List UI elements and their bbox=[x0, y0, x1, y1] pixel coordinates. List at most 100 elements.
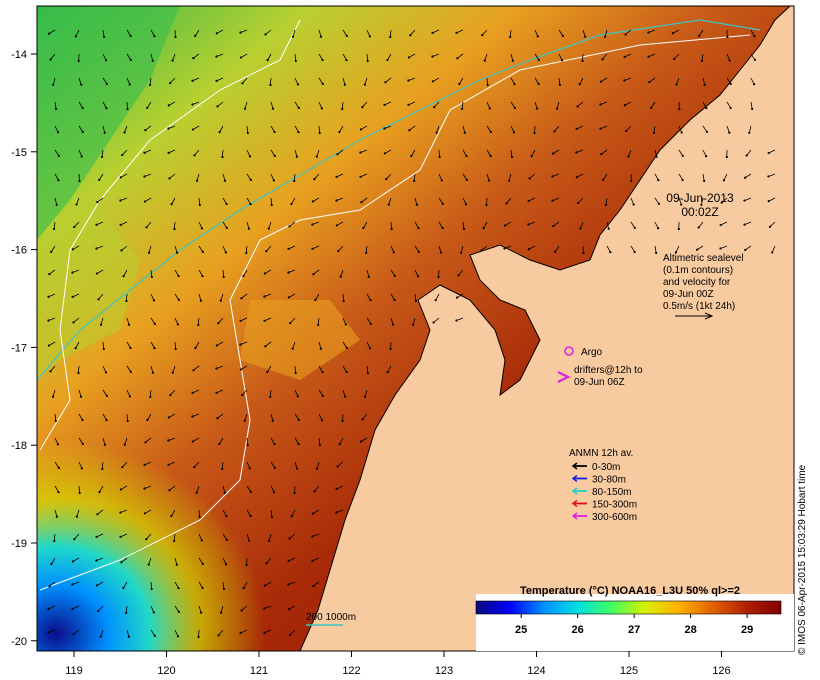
velocity-arrow bbox=[648, 53, 656, 58]
velocity-arrow bbox=[192, 437, 200, 442]
velocity-arrow bbox=[270, 461, 276, 469]
velocity-arrow bbox=[54, 101, 57, 109]
velocity-arrow bbox=[341, 101, 344, 110]
velocity-arrow-head bbox=[52, 83, 55, 86]
velocity-arrow-head bbox=[408, 129, 411, 132]
argo-label: Argo bbox=[581, 347, 603, 358]
land-kimberley bbox=[299, 5, 795, 652]
velocity-arrow-head bbox=[191, 79, 194, 82]
altimetry-line-3: and velocity for bbox=[663, 277, 731, 288]
velocity-arrow bbox=[171, 509, 176, 517]
velocity-arrow-head bbox=[198, 203, 201, 207]
velocity-arrow-head bbox=[558, 83, 562, 87]
velocity-arrow-head bbox=[584, 35, 587, 38]
velocity-arrow bbox=[48, 29, 56, 35]
velocity-arrow-head bbox=[77, 371, 80, 375]
velocity-arrow-head bbox=[99, 635, 102, 638]
velocity-arrow bbox=[624, 53, 632, 58]
velocity-arrow bbox=[170, 389, 176, 396]
velocity-arrow bbox=[726, 101, 731, 109]
velocity-arrow bbox=[312, 197, 320, 202]
velocity-arrow bbox=[270, 149, 276, 157]
velocity-arrow-head bbox=[215, 344, 219, 347]
velocity-arrow bbox=[289, 221, 296, 227]
velocity-arrow-head bbox=[705, 155, 708, 158]
velocity-arrow bbox=[102, 413, 107, 421]
velocity-arrow-head bbox=[123, 443, 126, 446]
velocity-arrow bbox=[364, 77, 368, 85]
velocity-arrow bbox=[768, 149, 776, 154]
velocity-arrow bbox=[198, 293, 202, 301]
velocity-arrow bbox=[726, 77, 732, 85]
arrow-right-icon bbox=[675, 312, 714, 320]
velocity-arrow-head bbox=[392, 323, 395, 326]
velocity-arrow-head bbox=[729, 82, 732, 85]
velocity-arrow bbox=[198, 557, 204, 565]
velocity-arrow-head bbox=[363, 395, 367, 398]
velocity-arrow bbox=[194, 149, 200, 156]
velocity-arrow-head bbox=[150, 275, 153, 279]
velocity-arrow bbox=[73, 629, 80, 635]
anmn-item: 30-80m bbox=[571, 475, 626, 486]
velocity-arrow bbox=[125, 605, 128, 613]
velocity-arrow bbox=[198, 221, 203, 229]
velocity-arrow bbox=[360, 125, 368, 130]
velocity-arrow-head bbox=[753, 35, 756, 38]
lat-tick-label: -19 bbox=[11, 538, 27, 550]
velocity-arrow-head bbox=[317, 323, 320, 327]
velocity-arrow-head bbox=[599, 127, 602, 130]
velocity-arrow-head bbox=[681, 154, 684, 157]
velocity-arrow bbox=[54, 149, 60, 157]
velocity-arrow-head bbox=[486, 83, 489, 87]
velocity-arrow bbox=[102, 53, 107, 61]
velocity-arrow-head bbox=[297, 418, 300, 421]
velocity-arrow bbox=[389, 29, 392, 38]
velocity-arrow bbox=[148, 557, 152, 565]
velocity-arrow bbox=[768, 173, 776, 177]
velocity-arrow-head bbox=[315, 155, 318, 158]
velocity-arrow bbox=[270, 509, 273, 517]
velocity-arrow-head bbox=[703, 179, 706, 183]
velocity-arrow bbox=[438, 221, 443, 229]
velocity-arrow bbox=[390, 221, 393, 230]
velocity-arrow bbox=[198, 581, 203, 589]
velocity-arrow bbox=[630, 245, 635, 253]
velocity-arrow bbox=[126, 53, 132, 61]
velocity-arrow bbox=[51, 557, 56, 565]
velocity-arrow-head bbox=[225, 226, 228, 229]
velocity-arrow bbox=[222, 581, 225, 589]
velocity-arrow bbox=[246, 197, 251, 205]
velocity-arrow-head bbox=[344, 395, 347, 398]
velocity-arrow-head bbox=[551, 152, 555, 155]
velocity-arrow bbox=[78, 389, 82, 397]
velocity-arrow bbox=[342, 389, 346, 397]
colorbar-tick-label: 28 bbox=[685, 624, 697, 636]
velocity-arrow bbox=[318, 365, 323, 373]
velocity-arrow-head bbox=[120, 561, 123, 564]
velocity-arrow bbox=[216, 77, 224, 82]
velocity-arrow bbox=[75, 29, 80, 37]
velocity-arrow bbox=[222, 245, 227, 253]
sealevel-contour-a bbox=[39, 34, 751, 591]
velocity-arrow bbox=[336, 173, 344, 178]
velocity-arrow-head bbox=[407, 103, 410, 106]
velocity-arrow-head bbox=[219, 299, 222, 302]
velocity-arrow bbox=[222, 557, 227, 565]
velocity-arrow bbox=[456, 317, 464, 321]
velocity-arrow bbox=[552, 149, 560, 154]
velocity-arrow-head bbox=[73, 538, 76, 541]
velocity-arrow bbox=[270, 485, 275, 493]
velocity-arrow bbox=[193, 461, 200, 468]
velocity-arrow-head bbox=[167, 463, 170, 466]
velocity-arrow bbox=[365, 245, 368, 253]
velocity-arrow bbox=[150, 581, 153, 590]
velocity-arrow-head bbox=[170, 514, 173, 518]
velocity-arrow-head bbox=[269, 395, 272, 399]
velocity-arrow-head bbox=[335, 224, 338, 227]
velocity-arrow-head bbox=[80, 155, 83, 158]
velocity-arrow bbox=[246, 437, 249, 446]
velocity-arrow-head bbox=[248, 467, 251, 470]
velocity-arrow bbox=[294, 365, 297, 374]
velocity-arrow-head bbox=[215, 32, 218, 35]
